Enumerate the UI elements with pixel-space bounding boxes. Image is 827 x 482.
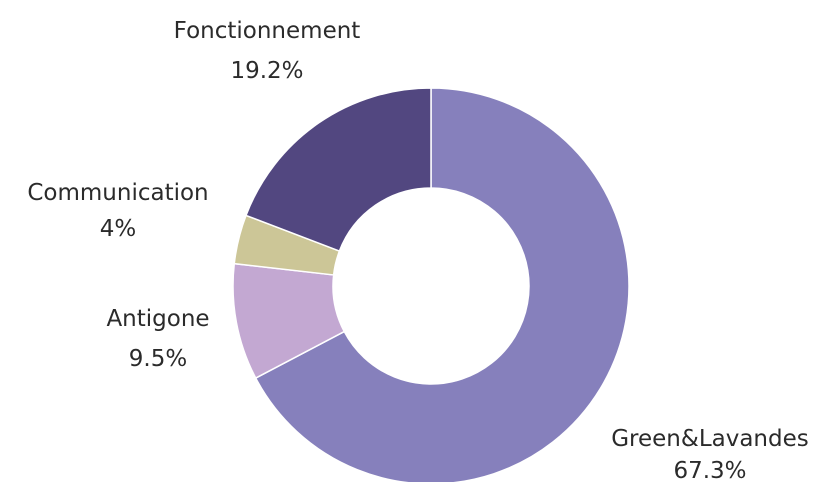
slice-value-label-green-lavandes: 67.3% <box>673 458 746 482</box>
slice-label-antigone: Antigone <box>106 306 209 332</box>
slice-label-green-lavandes: Green&Lavandes <box>611 426 809 452</box>
slice-value-label-communication: 4% <box>100 216 137 242</box>
donut-labels: Green&Lavandes 67.3% Antigone 9.5% Communica… <box>27 18 808 482</box>
slice-green-lavandes <box>254 87 630 482</box>
slice-value-label-antigone: 9.5% <box>129 346 187 372</box>
slice-fonctionnement <box>245 87 432 253</box>
slice-value-label-fonctionnement: 19.2% <box>230 58 303 84</box>
donut-slices <box>232 87 630 482</box>
slice-label-communication: Communication <box>27 180 208 206</box>
slice-label-fonctionnement: Fonctionnement <box>174 18 361 44</box>
